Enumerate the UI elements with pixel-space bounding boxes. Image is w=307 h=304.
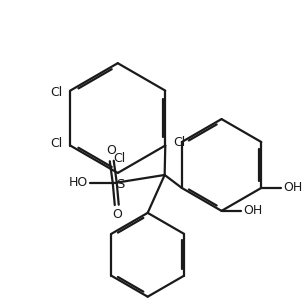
Text: OH: OH — [283, 181, 302, 195]
Text: OH: OH — [243, 204, 263, 217]
Text: Cl: Cl — [50, 137, 62, 150]
Text: S: S — [117, 178, 125, 192]
Text: O: O — [112, 208, 122, 221]
Text: Cl: Cl — [50, 86, 62, 99]
Text: HO: HO — [68, 176, 88, 189]
Text: O: O — [106, 144, 116, 157]
Text: Cl: Cl — [173, 136, 185, 149]
Text: Cl: Cl — [114, 152, 126, 165]
